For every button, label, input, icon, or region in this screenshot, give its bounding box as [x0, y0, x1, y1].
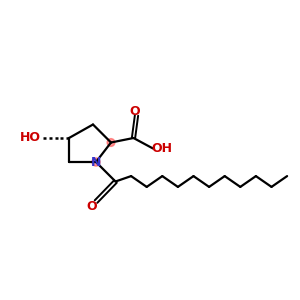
Text: O: O	[130, 105, 140, 118]
Text: O: O	[86, 200, 97, 213]
Text: N: N	[91, 155, 101, 169]
Circle shape	[92, 158, 100, 166]
Circle shape	[107, 139, 115, 146]
Text: HO: HO	[20, 130, 40, 144]
Text: OH: OH	[151, 142, 172, 155]
